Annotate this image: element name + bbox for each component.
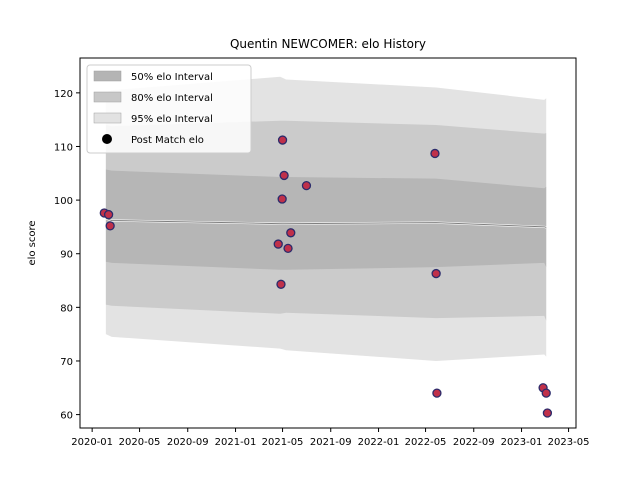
data-point-13 <box>432 388 442 398</box>
x-tick-label-9: 2023-01 <box>501 437 543 448</box>
y-tick-label-6: 120 <box>54 89 73 100</box>
data-point-5 <box>277 194 287 204</box>
data-point-16 <box>542 408 553 418</box>
x-tick-label-8: 2022-09 <box>453 437 495 448</box>
legend-label-3: Post Match elo <box>131 135 204 146</box>
y-tick-label-5: 110 <box>54 142 73 153</box>
data-point-9 <box>286 228 296 238</box>
data-point-6 <box>277 135 288 145</box>
data-point-3 <box>273 239 283 249</box>
x-tick-label-5: 2021-09 <box>310 437 352 448</box>
legend-label-0: 50% elo Interval <box>131 72 213 83</box>
data-point-7 <box>279 170 289 181</box>
plot-frame <box>79 57 577 429</box>
y-tick-label-2: 80 <box>60 303 73 314</box>
data-point-2 <box>105 221 115 231</box>
legend-box <box>86 64 252 154</box>
data-point-12 <box>431 268 441 279</box>
data-point-1 <box>103 209 114 220</box>
x-axis-ticks: 2020-01 2020-05 2020-09 2021-01 2021-05 2021-… <box>71 428 589 448</box>
mean-line <box>105 217 547 228</box>
y-tick-label-1: 70 <box>60 357 73 368</box>
x-tick-label-6: 2022-01 <box>358 437 400 448</box>
legend-label-1: 80% elo Interval <box>131 93 213 104</box>
x-tick-label-2: 2020-09 <box>167 437 209 448</box>
data-point-8 <box>283 243 293 254</box>
y-axis-ticks: 60 70 80 90 100 110 120 <box>54 89 80 422</box>
y-tick-label-0: 60 <box>60 411 73 422</box>
legend-swatch-0 <box>93 70 122 82</box>
x-tick-label-10: 2023-05 <box>548 437 590 448</box>
x-tick-label-1: 2020-05 <box>119 437 161 448</box>
data-point-11 <box>430 148 440 159</box>
legend-label-2: 95% elo Interval <box>131 114 213 125</box>
data-points <box>99 135 553 418</box>
x-tick-label-7: 2022-05 <box>405 437 447 448</box>
x-tick-label-4: 2021-05 <box>262 437 304 448</box>
legend-swatch-1 <box>93 91 122 103</box>
y-axis-label: elo score <box>27 220 38 265</box>
y-tick-label-4: 100 <box>54 196 73 207</box>
y-tick-label-3: 90 <box>60 250 73 261</box>
legend-marker-3 <box>102 134 112 144</box>
legend-swatch-2 <box>93 112 122 124</box>
x-tick-label-0: 2020-01 <box>71 437 113 448</box>
data-point-10 <box>301 180 312 191</box>
chart-title: Quentin NEWCOMER: elo History <box>230 37 426 51</box>
data-point-15 <box>541 388 551 398</box>
mean-line-group <box>105 217 547 229</box>
data-point-4 <box>276 279 286 289</box>
legend: 50% elo Interval 80% elo Interval 95% elo … <box>86 64 252 154</box>
x-tick-label-3: 2021-01 <box>215 437 257 448</box>
band-p50 <box>105 169 547 270</box>
